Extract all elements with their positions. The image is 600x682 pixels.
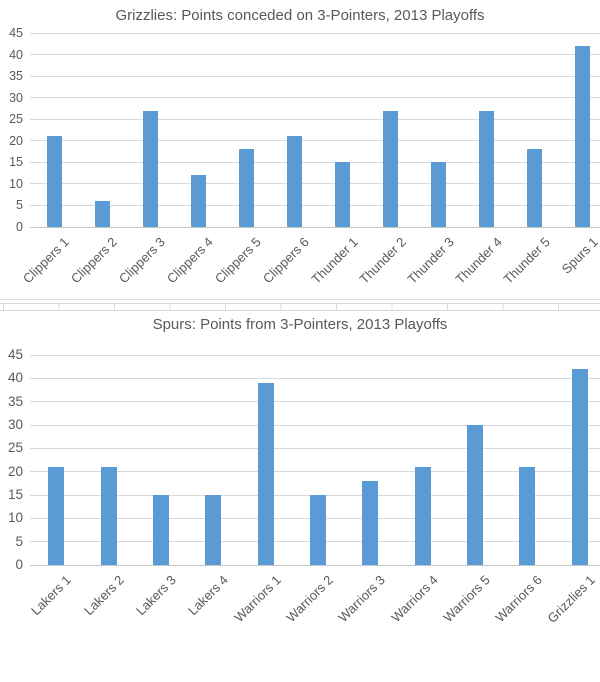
x-axis-line [30, 226, 600, 228]
x-tick-label: Warriors 6 [492, 572, 546, 625]
bar-spurs-1 [575, 45, 591, 227]
gridline [30, 161, 600, 163]
gridline [30, 97, 600, 99]
gridline [30, 54, 600, 56]
y-tick-label: 40 [7, 370, 23, 386]
bar-clippers-4 [190, 175, 206, 227]
bar-lakers-3 [152, 495, 169, 565]
x-tick-label: Lakers 2 [80, 572, 127, 619]
y-tick-label: 15 [7, 487, 23, 502]
grizzlies-conceded-chart: Grizzlies: Points conceded on 3-Pointers… [0, 0, 600, 299]
x-tick-label: Grizzlies 1 [544, 572, 598, 626]
gridline [30, 447, 600, 449]
bar-clippers-6 [286, 136, 302, 227]
bar-warriors-2 [310, 495, 326, 565]
y-tick-label: 0 [16, 220, 23, 234]
bar-grizzlies-1 [571, 369, 588, 565]
gridline [30, 32, 600, 34]
y-tick-label: 25 [7, 440, 23, 456]
bar-thunder-3 [431, 162, 447, 227]
x-axis-line [30, 564, 600, 566]
y-tick-label: 30 [7, 417, 23, 432]
y-tick-label: 10 [9, 176, 23, 191]
bar-warriors-6 [519, 467, 536, 565]
bar-clippers-3 [142, 110, 158, 227]
gridline [30, 354, 600, 356]
y-tick-label: 45 [9, 26, 23, 40]
bar-clippers-2 [94, 201, 110, 227]
worksheet-cells-row [0, 303, 600, 311]
y-tick-label: 5 [16, 198, 23, 213]
worksheet-row-divider [0, 299, 600, 312]
gridline [30, 183, 600, 185]
bar-clippers-5 [238, 149, 254, 227]
gridline [30, 471, 600, 473]
y-tick-label: 35 [7, 393, 23, 409]
bar-thunder-1 [335, 162, 351, 227]
x-tick-label: Warriors 3 [335, 572, 389, 625]
spurs-scored-chart: Spurs: Points from 3-Pointers, 2013 Play… [0, 312, 600, 630]
x-tick-label: Warriors 4 [387, 572, 441, 625]
gridline [30, 118, 600, 120]
y-tick-label: 20 [9, 133, 23, 148]
bar-lakers-4 [205, 495, 222, 565]
x-tick-label: Warriors 2 [283, 572, 336, 625]
y-tick-label: 0 [15, 557, 23, 572]
y-tick-label: 45 [7, 347, 23, 362]
gridline [30, 377, 600, 379]
bar-warriors-5 [467, 425, 484, 565]
bar-lakers-2 [100, 467, 117, 565]
gridline [30, 204, 600, 206]
y-tick-label: 30 [9, 90, 23, 105]
bar-warriors-1 [257, 383, 274, 565]
y-tick-label: 15 [9, 155, 23, 170]
x-tick-label: Warriors 5 [440, 572, 493, 625]
x-tick-label: Lakers 4 [185, 572, 232, 619]
bar-thunder-5 [527, 149, 543, 227]
chart-title: Grizzlies: Points conceded on 3-Pointers… [115, 7, 485, 24]
bar-clippers-1 [46, 136, 62, 227]
y-tick-label: 10 [7, 510, 23, 526]
bar-warriors-3 [362, 481, 379, 565]
spreadsheet-canvas: { "colors": { "bar": "#5B9BD5", "gridlin… [0, 0, 600, 630]
y-tick-label: 35 [9, 69, 23, 84]
bar-lakers-1 [48, 467, 65, 565]
y-tick-label: 20 [7, 463, 23, 479]
gridline [30, 140, 600, 142]
x-tick-label: Warriors 1 [230, 572, 284, 625]
bar-warriors-4 [414, 467, 431, 565]
gridline [30, 401, 600, 403]
chart-title: Spurs: Points from 3-Pointers, 2013 Play… [152, 316, 448, 333]
bar-thunder-2 [383, 110, 399, 227]
y-tick-label: 5 [15, 533, 23, 549]
y-tick-label: 25 [9, 112, 23, 127]
bar-thunder-4 [479, 110, 495, 227]
x-tick-label: Lakers 3 [132, 572, 179, 619]
gridline [30, 424, 600, 426]
y-tick-label: 40 [9, 47, 23, 62]
gridline [30, 75, 600, 77]
worksheet-gridline [0, 299, 600, 300]
